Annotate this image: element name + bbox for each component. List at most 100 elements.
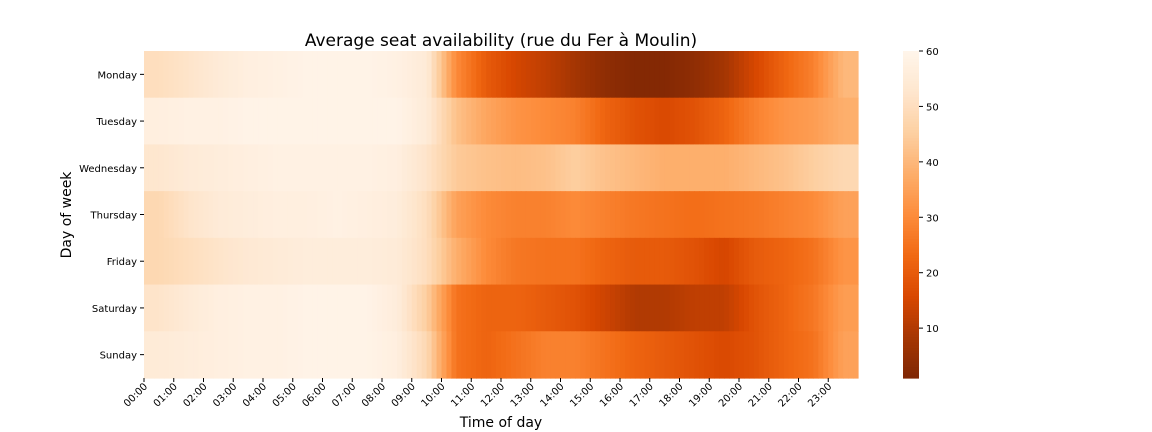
heatmap-cell [163,237,170,286]
heatmap-cell [848,51,854,99]
colorbar-segment [903,72,919,77]
heatmap-cell [793,191,800,239]
heatmap-cell [704,144,710,192]
heatmap-cell [471,237,477,286]
heatmap-cell [709,97,715,146]
heatmap-cell [337,284,343,332]
heatmap-cell [253,331,259,379]
heatmap-cell [644,237,651,286]
heatmap-cell [555,331,562,379]
heatmap-cell [501,237,507,286]
heatmap-cell [853,97,859,146]
heatmap-cell [803,144,810,192]
heatmap-cell [317,191,324,239]
heatmap-cell [783,144,790,192]
colorbar-segment [903,130,919,134]
heatmap-cell [674,144,681,192]
heatmap-cell [258,237,264,286]
colorbar-segment [903,154,919,158]
heatmap-cell [540,284,547,332]
colorbar-segment [903,176,919,180]
colorbar-segment [903,192,919,197]
colorbar-segment [903,56,919,60]
x-tick-label: 11:00 [449,381,477,409]
colorbar-segment [903,140,919,145]
heatmap-cell [426,191,433,239]
heatmap-cell [634,191,641,239]
heatmap-cell [466,97,472,146]
heatmap-cell [248,191,254,239]
heatmap-cell [491,237,497,286]
heatmap-cell [833,51,839,99]
colorbar-segment [903,211,919,216]
heatmap-cell [590,97,596,146]
heatmap-cell [510,331,517,379]
heatmap-cell [501,51,507,99]
heatmap-cell [367,144,373,192]
heatmap-cell [223,144,229,192]
heatmap-cell [248,284,254,332]
heatmap-cell [600,191,606,239]
heatmap-cell [263,284,269,332]
heatmap-cell [203,284,210,332]
heatmap-cell [684,191,691,239]
colorbar-segment [903,70,919,74]
heatmap-cell [228,191,234,239]
heatmap-cell [267,284,274,332]
heatmap-cell [833,191,839,239]
colorbar-segment [903,228,919,232]
heatmap-cell [570,144,576,192]
heatmap-cell [773,97,780,146]
heatmap-cell [580,51,586,99]
heatmap-cell [510,237,517,286]
heatmap-cell [535,51,542,99]
heatmap-cell [431,191,438,239]
heatmap-cell [466,237,472,286]
heatmap-cell [193,191,200,239]
heatmap-cell [535,97,542,146]
heatmap-cell [600,331,606,379]
heatmap-cell [198,51,205,99]
heatmap-cell [337,191,343,239]
heatmap-cell [565,284,572,332]
heatmap-cell [342,284,348,332]
heatmap-cell [739,284,745,332]
heatmap-cell [148,237,155,286]
heatmap-cell [451,191,457,239]
heatmap-cell [342,97,348,146]
heatmap-cell [679,331,686,379]
heatmap-cell [208,237,215,286]
heatmap-cell [505,191,512,239]
heatmap-cell [659,284,666,332]
heatmap-cell [674,191,681,239]
heatmap-cell [654,284,661,332]
heatmap-cell [768,237,775,286]
colorbar-segment [903,86,919,90]
heatmap-cell [491,331,497,379]
heatmap-cell [168,97,175,146]
heatmap-cell [332,144,338,192]
colorbar-segment [903,282,919,286]
heatmap-cell [421,51,428,99]
heatmap-cell [213,51,219,99]
heatmap-cell [505,237,512,286]
heatmap-cell [282,191,289,239]
heatmap-cell [178,191,185,239]
heatmap-cell [595,191,601,239]
heatmap-cell [748,284,755,332]
heatmap-cell [659,144,666,192]
heatmap-cell [233,51,239,99]
heatmap-cell [684,144,691,192]
colorbar-segment [903,230,919,235]
heatmap-cell [267,51,274,99]
heatmap-cell [456,191,462,239]
heatmap-cell [416,331,423,379]
colorbar-segment [903,102,919,107]
heatmap-cell [644,51,651,99]
heatmap-cell [406,284,413,332]
heatmap-cell [743,237,750,286]
heatmap-cell [332,191,338,239]
heatmap-cell [466,51,472,99]
heatmap-cell [719,331,725,379]
heatmap-cell [243,144,249,192]
